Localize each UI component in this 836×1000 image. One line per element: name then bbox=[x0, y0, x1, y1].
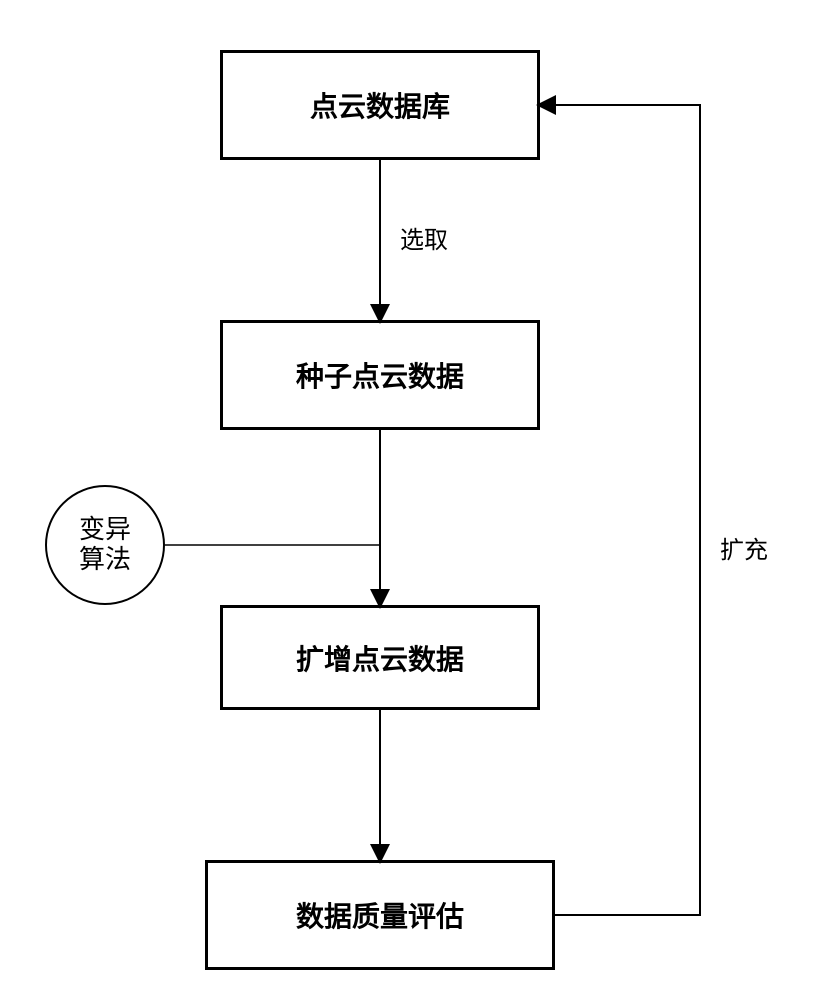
node-augment-label: 扩增点云数据 bbox=[296, 638, 464, 678]
node-seed: 种子点云数据 bbox=[220, 320, 540, 430]
edge-label-select: 选取 bbox=[400, 220, 448, 255]
node-quality-label: 数据质量评估 bbox=[296, 895, 464, 935]
node-db-label: 点云数据库 bbox=[310, 85, 450, 125]
node-db: 点云数据库 bbox=[220, 50, 540, 160]
node-seed-label: 种子点云数据 bbox=[296, 355, 464, 395]
edge-label-expand: 扩充 bbox=[720, 530, 768, 565]
node-mutation: 变异 算法 bbox=[45, 485, 165, 605]
node-quality: 数据质量评估 bbox=[205, 860, 555, 970]
node-mutation-label: 变异 算法 bbox=[79, 515, 131, 575]
node-augment: 扩增点云数据 bbox=[220, 605, 540, 710]
